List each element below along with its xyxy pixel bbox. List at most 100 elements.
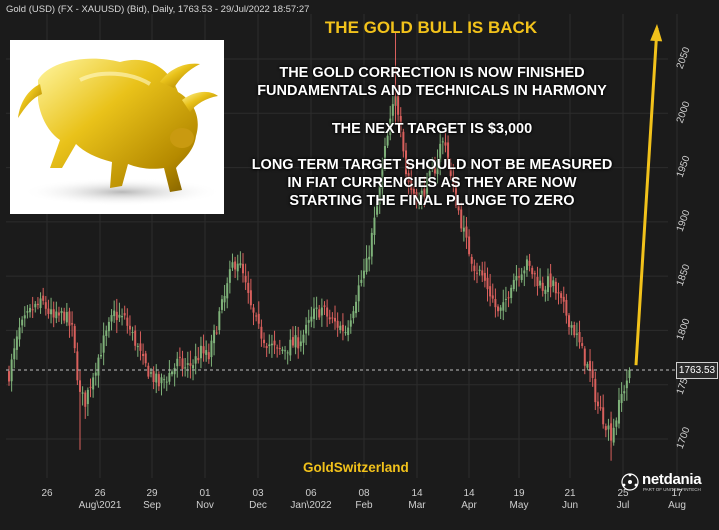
- arrow-shaft: [634, 27, 659, 366]
- candle-body: [236, 263, 239, 272]
- x-tick-month: Mar: [408, 500, 426, 511]
- candle-body: [457, 203, 460, 211]
- candle-body: [412, 189, 415, 195]
- candle-body: [352, 311, 355, 319]
- candle-body: [494, 299, 497, 308]
- candle-body: [465, 226, 468, 238]
- x-tick-month: Feb: [355, 500, 373, 511]
- candle-body: [486, 277, 489, 290]
- candle-body: [341, 324, 344, 332]
- candle-body: [604, 426, 607, 431]
- candle-body: [181, 358, 184, 369]
- candle-body: [89, 386, 92, 388]
- candle-body: [515, 275, 518, 281]
- candle-body: [365, 258, 368, 273]
- candle-body: [418, 197, 421, 206]
- candle-body: [105, 330, 108, 336]
- candle-body: [326, 307, 329, 317]
- candle-body: [347, 327, 350, 336]
- candle-body: [478, 269, 481, 271]
- x-tick-day: 01: [199, 488, 211, 499]
- candle-body: [241, 263, 244, 274]
- candle-body: [612, 427, 615, 443]
- candle-body: [294, 335, 297, 348]
- candle-body: [357, 285, 360, 302]
- candle-body: [589, 360, 592, 371]
- candle-body: [557, 292, 560, 294]
- candle-body: [625, 380, 628, 389]
- candle-body: [202, 346, 205, 354]
- x-tick-month: May: [510, 500, 529, 511]
- x-tick-month: Jun: [562, 500, 578, 511]
- candle-body: [176, 358, 179, 367]
- candle-body: [528, 260, 531, 266]
- candle-body: [439, 143, 442, 163]
- candle-body: [552, 280, 555, 286]
- candle-body: [284, 350, 287, 352]
- x-tick-day: 25: [617, 488, 629, 499]
- candle-body: [94, 372, 97, 376]
- candle-body: [8, 371, 10, 382]
- candle-body: [560, 293, 563, 298]
- candle-body: [60, 311, 63, 314]
- candle-body: [410, 180, 413, 190]
- last-price-tag: 1763.53: [676, 362, 718, 379]
- candle-body: [218, 311, 221, 330]
- candle-body: [531, 267, 534, 275]
- message-line: FUNDAMENTALS AND TECHNICALS IN HARMONY: [257, 83, 607, 99]
- candle-body: [628, 370, 631, 379]
- candle-body: [215, 332, 218, 334]
- candle-body: [263, 339, 266, 344]
- candle-body: [305, 324, 308, 334]
- candle-body: [570, 325, 573, 328]
- vendor-tagline: PART OF UNITED FINTECH: [643, 487, 701, 492]
- candle-body: [81, 392, 84, 394]
- netdania-logo-icon: [621, 473, 639, 491]
- candle-body: [386, 135, 389, 146]
- candle-body: [163, 379, 166, 381]
- candle-body: [152, 371, 155, 383]
- candle-body: [194, 356, 197, 364]
- candle-body: [452, 177, 455, 185]
- candle-body: [255, 315, 258, 317]
- candle-body: [168, 373, 171, 382]
- candle-body: [433, 167, 436, 174]
- candle-body: [207, 352, 210, 360]
- candle-body: [265, 346, 268, 349]
- candle-body: [460, 209, 463, 229]
- candle-body: [110, 315, 113, 322]
- candle-body: [142, 353, 145, 357]
- golden-bull-image: [10, 40, 224, 214]
- candle-body: [210, 340, 213, 358]
- candle-body: [123, 313, 126, 316]
- candle-body: [596, 401, 599, 407]
- candle-body: [178, 356, 181, 358]
- candle-body: [502, 302, 505, 311]
- candle-body: [155, 373, 158, 383]
- candles: [8, 31, 631, 461]
- candle-body: [289, 339, 292, 356]
- candle-body: [73, 326, 76, 349]
- candle-body: [97, 357, 100, 376]
- x-tick-month: Nov: [196, 500, 214, 511]
- candle-body: [213, 330, 216, 344]
- candle-body: [239, 263, 242, 266]
- candle-body: [362, 270, 365, 279]
- candle-body: [220, 299, 223, 310]
- candle-body: [50, 309, 53, 315]
- candle-body: [57, 312, 60, 316]
- x-tick-month: Jan\2022: [290, 500, 332, 511]
- x-tick-day: 14: [463, 488, 475, 499]
- message-line: THE NEXT TARGET IS $3,000: [331, 121, 533, 137]
- candle-body: [291, 337, 294, 346]
- candle-body: [139, 343, 142, 351]
- vendor-logo: netdania PART OF UNITED FINTECH: [620, 471, 702, 497]
- candle-body: [165, 381, 168, 383]
- candle-body: [383, 146, 386, 167]
- candle-body: [44, 302, 47, 309]
- candle-body: [507, 297, 510, 299]
- candle-body: [462, 227, 465, 232]
- candle-body: [620, 394, 623, 403]
- candle-body: [231, 262, 234, 268]
- candle-body: [544, 289, 547, 294]
